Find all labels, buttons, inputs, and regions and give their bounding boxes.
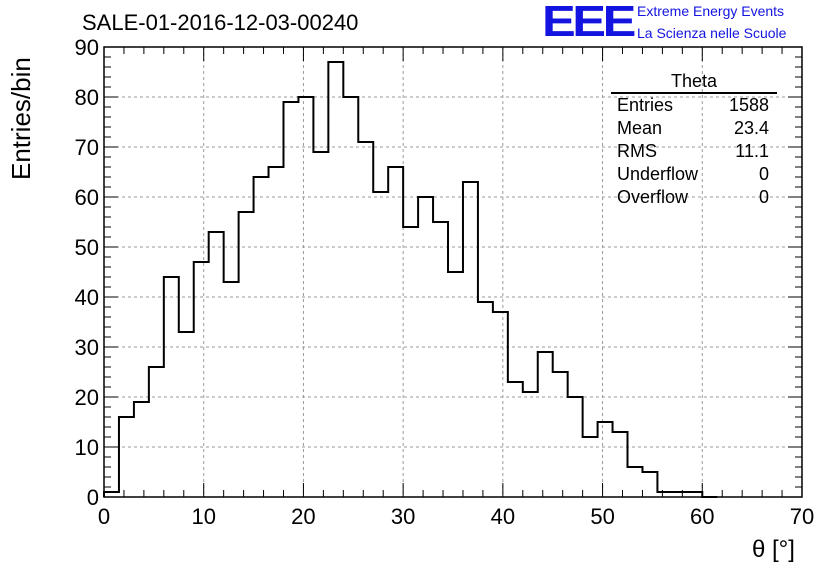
histogram-bin [343,97,358,497]
histogram-bin [119,417,134,497]
histogram-bin [388,167,403,497]
histogram-bin [179,332,194,497]
stats-value: 0 [758,187,769,207]
histogram-bin [164,277,179,497]
histogram-bin [418,197,433,497]
stats-label: Mean [617,118,663,138]
histogram-bin [508,382,523,497]
x-tick-label: 40 [491,504,515,529]
y-tick-label: 0 [87,485,99,510]
x-tick-label: 20 [291,504,315,529]
stats-title: Theta [611,70,777,94]
histogram-bin [224,282,239,497]
histogram-bin [538,352,553,497]
stats-row-mean: Mean 23.4 [611,117,777,140]
plot-frame [103,46,803,498]
x-tick-label: 30 [391,504,415,529]
x-tick-label: 70 [790,504,814,529]
histogram-bin [553,372,568,497]
y-tick-label: 70 [75,135,99,160]
histogram-bin [254,177,269,497]
histogram-bin [433,222,448,497]
stats-label: Underflow [617,164,699,184]
x-axis-label: θ [°] [752,536,795,563]
histogram-bin [463,182,478,497]
histogram-bin [194,262,209,497]
histogram-bin [134,402,149,497]
y-axis-label: Entries/bin [6,57,36,180]
histogram-bin [403,227,418,497]
histogram-bin [283,102,298,497]
stats-value: 23.4 [733,118,769,138]
y-tick-label: 40 [75,285,99,310]
stats-label: Entries [617,95,674,115]
histogram-bin [642,472,657,497]
x-tick-label: 0 [98,504,110,529]
histogram-bin [149,367,164,497]
histogram-bin [373,192,388,497]
histogram-bin [313,152,328,497]
histogram-bin [628,467,643,497]
stats-label: RMS [617,141,657,161]
stats-box: Theta Entries 1588 Mean 23.4 RMS 11.1 Un… [611,70,777,209]
stats-value: 0 [758,164,769,184]
histogram-bin [613,432,628,497]
stats-row-rms: RMS 11.1 [611,140,777,163]
y-tick-label: 60 [75,185,99,210]
y-tick-label: 50 [75,235,99,260]
histogram-bin [269,167,284,497]
x-tick-label: 50 [590,504,614,529]
stats-row-entries: Entries 1588 [611,94,777,117]
stats-value: 1588 [728,95,769,115]
histogram-bin [583,437,598,497]
stats-label: Overflow [617,187,689,207]
histogram-bin [523,392,538,497]
logo-text-line2: La Scienza nelle Scuole [637,25,787,41]
x-tick-label: 60 [690,504,714,529]
y-tick-label: 10 [75,435,99,460]
stats-value: 11.1 [735,141,769,161]
logo-text-line1: Extreme Energy Events [637,3,785,19]
eee-logo: EEE [542,0,636,46]
histogram-bin [493,312,508,497]
histogram-bin [358,142,373,497]
histogram-bin [598,422,613,497]
x-tick-label: 10 [191,504,215,529]
histogram-outline [103,61,718,498]
histogram-bin [298,97,313,497]
stats-row-overflow: Overflow 0 [611,186,777,209]
histogram-bin [448,272,463,497]
histogram-bin [209,232,224,497]
histogram-bin [568,397,583,497]
histogram-bin [239,212,254,497]
y-tick-label: 20 [75,385,99,410]
y-tick-label: 90 [75,35,99,60]
chart-title: SALE-01-2016-12-03-00240 [82,10,359,35]
histogram-bin [478,302,493,497]
stats-row-underflow: Underflow 0 [611,163,777,186]
y-tick-label: 80 [75,85,99,110]
histogram-bin [328,62,343,497]
y-tick-label: 30 [75,335,99,360]
